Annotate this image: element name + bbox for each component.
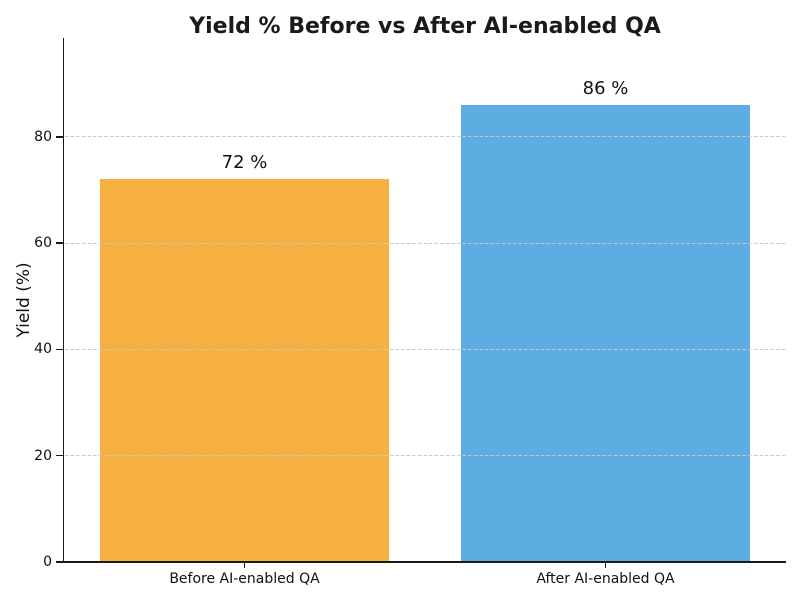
gridline bbox=[65, 136, 786, 138]
bar bbox=[100, 179, 389, 562]
x-tick-label: Before AI-enabled QA bbox=[169, 571, 320, 587]
y-tick-label: 40 bbox=[34, 341, 52, 358]
x-axis-spine bbox=[62, 561, 786, 563]
y-tick-label: 20 bbox=[34, 447, 52, 464]
y-tick-mark bbox=[56, 561, 63, 563]
y-axis-spine bbox=[62, 38, 65, 563]
y-tick-mark bbox=[56, 242, 63, 244]
bar-value-label: 86 % bbox=[582, 77, 629, 99]
gridline bbox=[65, 455, 786, 457]
x-tick-mark bbox=[243, 562, 246, 568]
x-tick-mark bbox=[604, 562, 607, 568]
y-tick-mark bbox=[56, 136, 63, 138]
y-tick-label: 0 bbox=[43, 554, 52, 570]
x-tick-label: After AI-enabled QA bbox=[536, 571, 675, 587]
y-tick-mark bbox=[56, 348, 63, 351]
y-axis-label: Yield (%) bbox=[14, 262, 34, 338]
bar-value-label: 72 % bbox=[221, 152, 268, 174]
chart-title: Yield % Before vs After AI-enabled QA bbox=[189, 14, 661, 39]
y-tick-mark bbox=[56, 454, 63, 457]
gridline bbox=[65, 348, 786, 350]
bar bbox=[461, 104, 750, 562]
y-tick-label: 60 bbox=[34, 235, 52, 252]
gridline bbox=[65, 242, 786, 244]
y-tick-label: 80 bbox=[34, 128, 52, 145]
